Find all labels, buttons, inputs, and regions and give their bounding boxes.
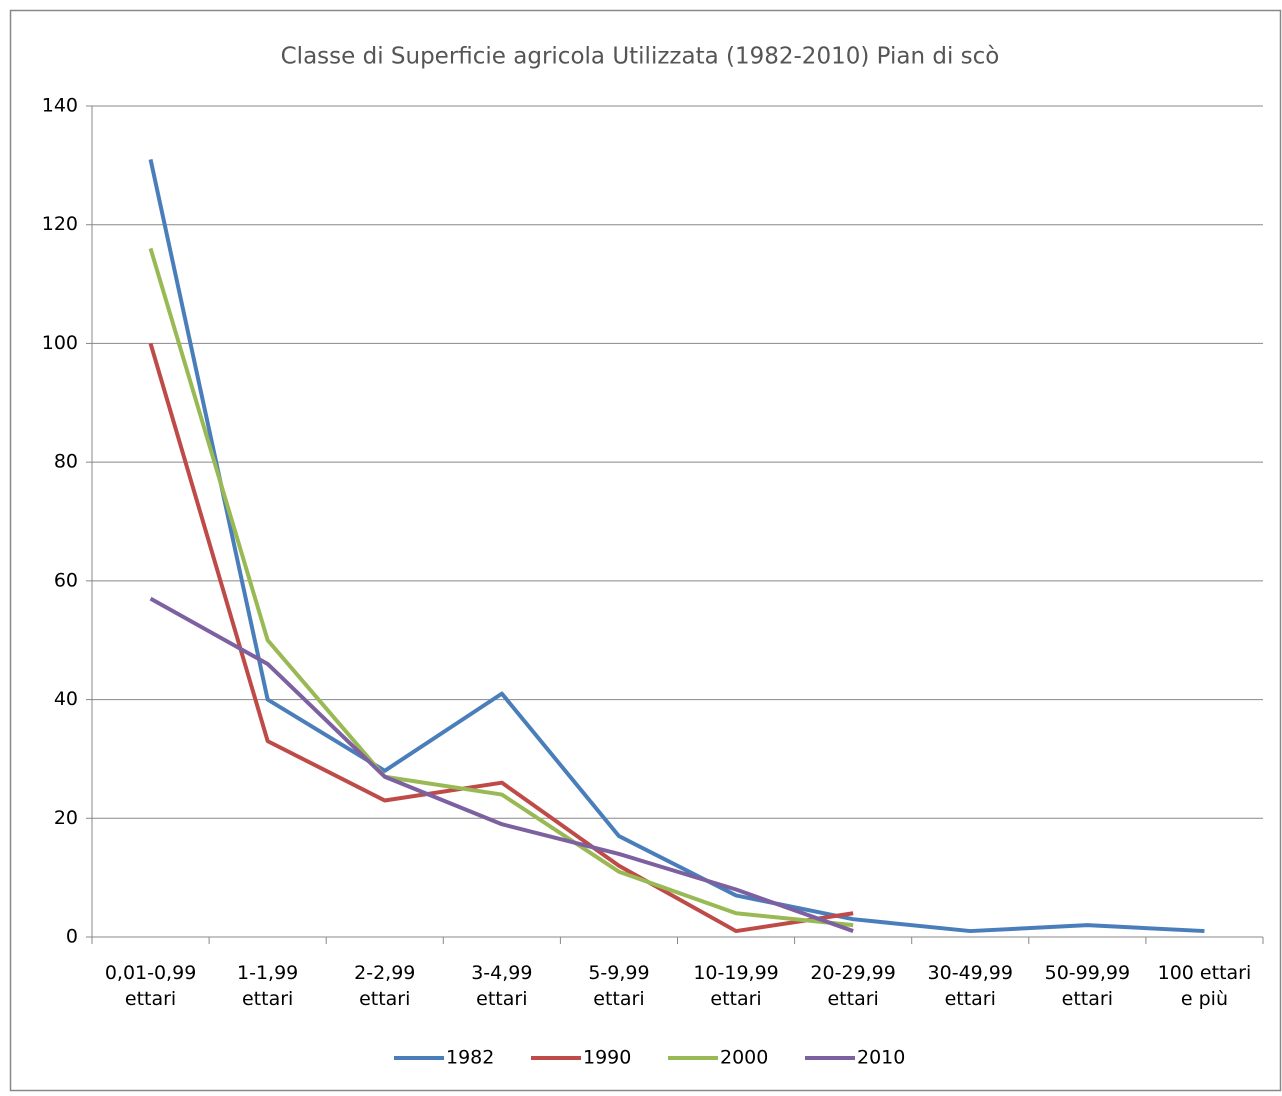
legend-label: 1982	[446, 1047, 494, 1069]
y-tick-label: 60	[54, 569, 78, 591]
series-line	[149, 596, 854, 933]
x-tick-label: 30-49,99 ettari	[928, 962, 1013, 1010]
x-tick-label-line: ettari	[827, 988, 878, 1010]
y-tick-label: 120	[42, 213, 78, 235]
y-tick-label: 0	[66, 926, 78, 948]
y-tick-label: 40	[54, 688, 78, 710]
chart-title: Classe di Superficie agricola Utilizzata…	[281, 44, 1000, 70]
y-tick-label: 20	[54, 807, 78, 829]
x-tick-label-line: 1-1,99	[237, 962, 298, 984]
x-tick-label-line: 20-29,99	[810, 962, 895, 984]
series-line	[148, 342, 854, 934]
x-tick-label: 100 ettari e più	[1158, 962, 1252, 1010]
y-tick-label: 140	[42, 95, 78, 117]
x-tick-label: 50-99,99 ettari	[1045, 962, 1130, 1010]
x-tick-label-line: 30-49,99	[928, 962, 1013, 984]
x-tick-label-line: ettari	[476, 988, 527, 1010]
x-tick-label: 5-9,99 ettari	[588, 962, 649, 1010]
x-tick-label-line: e più	[1181, 988, 1228, 1010]
x-tick-label-line: 10-19,99	[693, 962, 778, 984]
series-line	[148, 158, 1205, 934]
x-tick-label-line: 50-99,99	[1045, 962, 1130, 984]
series-line	[148, 247, 854, 928]
chart-border	[9, 9, 1282, 1092]
x-tick-label-line: 5-9,99	[588, 962, 649, 984]
legend-label: 2010	[857, 1047, 905, 1069]
x-tick-label-line: ettari	[593, 988, 644, 1010]
x-tick-label-line: 2-2,99	[354, 962, 415, 984]
x-tick-label-line: ettari	[1062, 988, 1113, 1010]
x-tick-label: 0,01-0,99 ettari	[105, 962, 196, 1010]
x-tick-label-line: ettari	[359, 988, 410, 1010]
x-tick-label: 1-1,99 ettari	[237, 962, 298, 1010]
y-tick-label: 100	[42, 332, 78, 354]
x-tick-label-line: 100 ettari	[1158, 962, 1252, 984]
x-tick-label-line: ettari	[125, 988, 176, 1010]
legend-label: 1990	[583, 1047, 631, 1069]
x-tick-label: 3-4,99 ettari	[471, 962, 532, 1010]
x-tick-label-line: ettari	[242, 988, 293, 1010]
x-tick-label-line: 3-4,99	[471, 962, 532, 984]
x-tick-label: 10-19,99 ettari	[693, 962, 778, 1010]
x-tick-label: 2-2,99 ettari	[354, 962, 415, 1010]
legend-label: 2000	[720, 1047, 768, 1069]
x-tick-label: 20-29,99 ettari	[810, 962, 895, 1010]
x-tick-label-line: ettari	[945, 988, 996, 1010]
x-tick-label-line: 0,01-0,99	[105, 962, 196, 984]
y-tick-label: 80	[54, 451, 78, 473]
x-tick-label-line: ettari	[710, 988, 761, 1010]
